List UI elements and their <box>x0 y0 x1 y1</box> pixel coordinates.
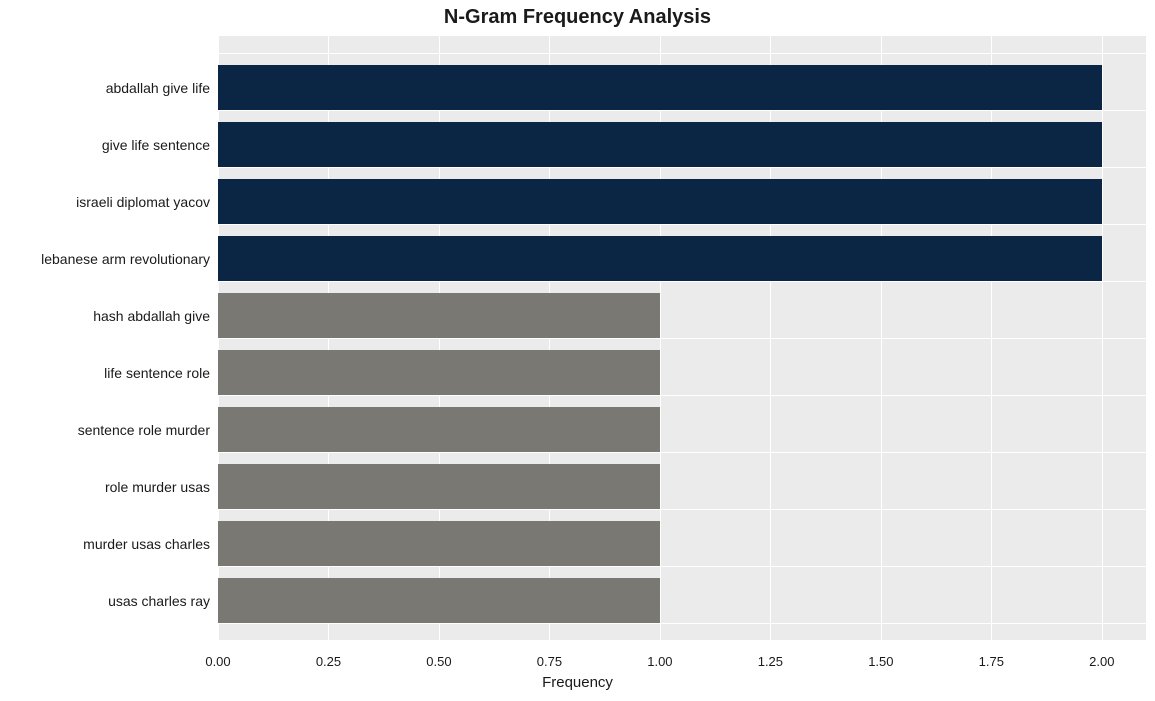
y-tick-label: role murder usas <box>0 480 210 494</box>
grid-h <box>218 110 1146 111</box>
grid-h <box>218 623 1146 624</box>
x-axis-title: Frequency <box>0 674 1155 691</box>
y-tick-label: life sentence role <box>0 366 210 380</box>
bar <box>218 179 1102 224</box>
grid-h <box>218 224 1146 225</box>
grid-h <box>218 395 1146 396</box>
bar <box>218 464 660 509</box>
x-tick-label: 0.75 <box>537 654 562 669</box>
bar <box>218 407 660 452</box>
x-tick-label: 1.75 <box>979 654 1004 669</box>
y-tick-label: murder usas charles <box>0 537 210 551</box>
y-tick-label: hash abdallah give <box>0 309 210 323</box>
grid-v <box>1102 36 1103 640</box>
y-tick-label: sentence role murder <box>0 423 210 437</box>
x-tick-label: 1.50 <box>868 654 893 669</box>
y-tick-label: israeli diplomat yacov <box>0 195 210 209</box>
bar <box>218 122 1102 167</box>
x-tick-label: 0.50 <box>426 654 451 669</box>
x-tick-label: 1.00 <box>647 654 672 669</box>
ngram-frequency-chart: N-Gram Frequency Analysis Frequency 0.00… <box>0 0 1155 701</box>
x-tick-label: 1.25 <box>758 654 783 669</box>
grid-h <box>218 53 1146 54</box>
chart-title: N-Gram Frequency Analysis <box>0 6 1155 29</box>
plot-area <box>218 36 1146 640</box>
grid-h <box>218 566 1146 567</box>
grid-h <box>218 509 1146 510</box>
bar <box>218 521 660 566</box>
y-tick-label: give life sentence <box>0 138 210 152</box>
grid-h <box>218 338 1146 339</box>
bar <box>218 578 660 623</box>
y-tick-label: abdallah give life <box>0 81 210 95</box>
bar <box>218 293 660 338</box>
grid-h <box>218 167 1146 168</box>
x-tick-label: 2.00 <box>1089 654 1114 669</box>
x-tick-label: 0.25 <box>316 654 341 669</box>
bar <box>218 350 660 395</box>
bar <box>218 236 1102 281</box>
x-tick-label: 0.00 <box>205 654 230 669</box>
y-tick-label: usas charles ray <box>0 594 210 608</box>
bar <box>218 65 1102 110</box>
y-tick-label: lebanese arm revolutionary <box>0 252 210 266</box>
grid-h <box>218 281 1146 282</box>
grid-h <box>218 452 1146 453</box>
